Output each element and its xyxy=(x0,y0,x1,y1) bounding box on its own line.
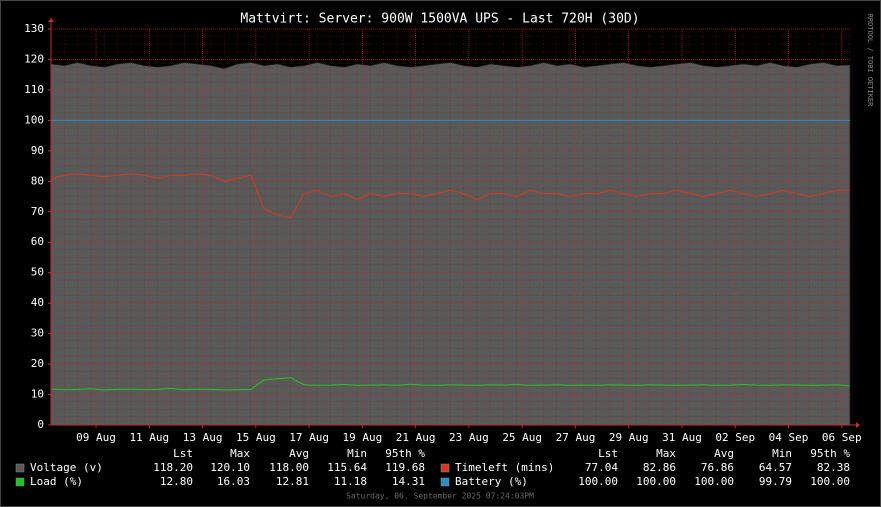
x-tick-label: 15 Aug xyxy=(236,431,276,444)
x-tick-label: 17 Aug xyxy=(289,431,329,444)
legend-stat: 82.86 xyxy=(643,461,676,474)
legend-label: Voltage (v) xyxy=(30,461,103,474)
x-tick-label: 09 Aug xyxy=(76,431,116,444)
legend-stat: 100.00 xyxy=(636,475,676,488)
axis-arrow xyxy=(48,18,54,22)
legend-stat: 12.81 xyxy=(276,475,309,488)
legend-swatch xyxy=(440,477,450,487)
y-tick-label: 40 xyxy=(31,296,44,309)
x-tick-label: 19 Aug xyxy=(343,431,383,444)
legend-stat: 120.10 xyxy=(210,461,250,474)
legend-stat: 99.79 xyxy=(759,475,792,488)
legend-header: Lst xyxy=(173,447,193,460)
legend-stat: 14.31 xyxy=(392,475,425,488)
x-tick-label: 29 Aug xyxy=(609,431,649,444)
y-tick-label: 130 xyxy=(24,22,44,35)
legend-header: 95th % xyxy=(810,447,850,460)
y-tick-label: 60 xyxy=(31,235,44,248)
y-tick-label: 120 xyxy=(24,52,44,65)
legend-swatch xyxy=(15,463,25,473)
legend-header: Avg xyxy=(714,447,734,460)
y-tick-label: 90 xyxy=(31,144,44,157)
y-tick-label: 100 xyxy=(24,113,44,126)
y-tick-label: 20 xyxy=(31,357,44,370)
legend-header: 95th % xyxy=(385,447,425,460)
legend-stat: 100.00 xyxy=(810,475,850,488)
y-tick-label: 110 xyxy=(24,83,44,96)
legend-stat: 100.00 xyxy=(694,475,734,488)
legend-header: Max xyxy=(656,447,676,460)
y-tick-label: 0 xyxy=(37,418,44,431)
legend-label: Load (%) xyxy=(30,475,83,488)
watermark: RRDTOOL / TOBI OETIKER xyxy=(866,14,874,108)
legend-swatch xyxy=(440,463,450,473)
legend-stat: 119.68 xyxy=(385,461,425,474)
footer: Saturday, 06. September 2025 07:24:03PM xyxy=(346,492,534,501)
x-tick-label: 27 Aug xyxy=(556,431,596,444)
legend-label: Battery (%) xyxy=(455,475,528,488)
legend-header: Avg xyxy=(289,447,309,460)
series-line xyxy=(50,377,851,391)
x-tick-label: 06 Sep xyxy=(822,431,862,444)
x-tick-label: 02 Sep xyxy=(715,431,755,444)
legend-label: Timeleft (mins) xyxy=(455,461,554,474)
legend-swatch xyxy=(15,477,25,487)
x-tick-label: 25 Aug xyxy=(502,431,542,444)
legend-header: Max xyxy=(230,447,250,460)
legend-stat: 118.00 xyxy=(269,461,309,474)
x-tick-label: 04 Sep xyxy=(769,431,809,444)
y-tick-label: 50 xyxy=(31,266,44,279)
y-tick-label: 10 xyxy=(31,388,44,401)
y-tick-label: 70 xyxy=(31,205,44,218)
legend-stat: 64.57 xyxy=(759,461,792,474)
legend-stat: 12.80 xyxy=(160,475,193,488)
legend-stat: 82.38 xyxy=(817,461,850,474)
x-tick-label: 11 Aug xyxy=(129,431,169,444)
legend-stat: 100.00 xyxy=(578,475,618,488)
chart-title: Mattvirt: Server: 900W 1500VA UPS - Last… xyxy=(240,12,639,27)
legend-stat: 115.64 xyxy=(327,461,367,474)
series-line xyxy=(50,173,851,219)
x-tick-label: 21 Aug xyxy=(396,431,436,444)
axis-arrow xyxy=(856,422,860,428)
x-tick-label: 13 Aug xyxy=(183,431,223,444)
legend-stat: 16.03 xyxy=(217,475,250,488)
minor-grid xyxy=(51,29,850,425)
legend-header: Lst xyxy=(598,447,618,460)
legend-header: Min xyxy=(772,447,792,460)
y-tick-label: 80 xyxy=(31,174,44,187)
legend-stat: 11.18 xyxy=(334,475,367,488)
legend-stat: 76.86 xyxy=(701,461,734,474)
y-tick-label: 30 xyxy=(31,327,44,340)
x-tick-label: 31 Aug xyxy=(662,431,702,444)
legend-header: Min xyxy=(347,447,367,460)
x-tick-label: 23 Aug xyxy=(449,431,489,444)
legend-stat: 77.04 xyxy=(585,461,618,474)
legend-stat: 118.20 xyxy=(153,461,193,474)
